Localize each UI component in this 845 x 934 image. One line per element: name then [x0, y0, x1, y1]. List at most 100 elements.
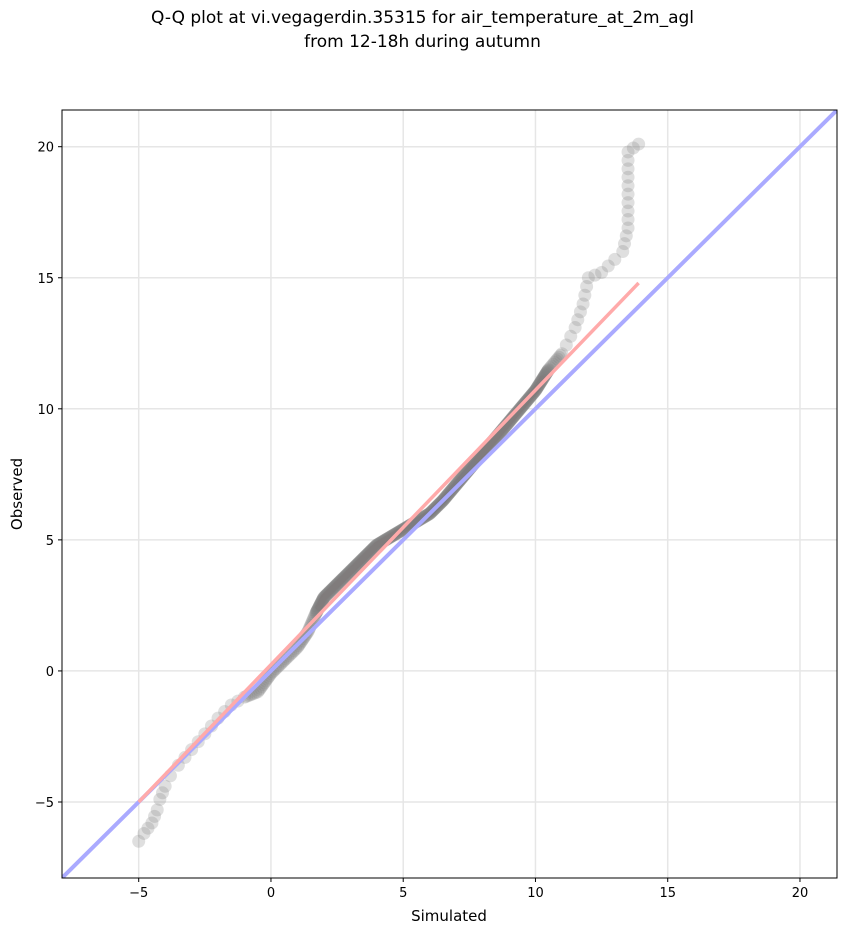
quantile-point	[360, 547, 374, 561]
dense-core-point	[474, 455, 482, 463]
quantile-point	[334, 573, 348, 587]
dense-core-point	[321, 592, 329, 600]
dense-core-point	[341, 573, 349, 581]
quantile-point	[319, 589, 333, 603]
quantile-point	[385, 529, 399, 543]
quantile-point	[334, 574, 348, 588]
quantile-point	[359, 549, 373, 563]
quantile-point	[370, 538, 384, 552]
dense-core-point	[366, 548, 374, 556]
quantile-point	[621, 221, 635, 235]
x-axis-label: Simulated	[411, 907, 487, 925]
axis-ticks: −5 0 5 10 15 20 −5 0 5 10 15 20	[35, 141, 808, 901]
grid	[62, 110, 837, 878]
dense-core-point	[315, 604, 323, 612]
quantile-point	[336, 572, 350, 586]
dense-core-point	[377, 538, 385, 546]
quantile-point	[505, 411, 519, 425]
quantile-point	[333, 575, 347, 589]
quantile-point	[534, 374, 548, 388]
quantile-point	[367, 541, 381, 555]
dense-core-point	[359, 555, 367, 563]
dense-core-point	[476, 453, 484, 461]
quantile-point	[353, 555, 367, 569]
dense-core-point	[322, 591, 330, 599]
quantile-point	[454, 472, 468, 486]
dense-core-point	[370, 544, 378, 552]
y-axis-label: Observed	[8, 458, 26, 530]
dense-core-point	[333, 580, 341, 588]
x-tick-label: 15	[659, 886, 676, 901]
quantile-point	[137, 826, 151, 840]
dense-core-point	[366, 547, 374, 555]
dense-core-point	[336, 578, 344, 586]
dense-core-point	[315, 602, 323, 610]
quantile-point	[619, 229, 633, 243]
quantile-point	[368, 540, 382, 554]
y-tick-label: 15	[37, 272, 54, 287]
quantile-point	[511, 405, 525, 419]
quantile-point	[578, 288, 592, 302]
dense-core-point	[349, 564, 357, 572]
dense-core-point	[320, 593, 328, 601]
quantile-point	[263, 668, 277, 682]
quantile-point	[573, 305, 587, 319]
quantile-point	[319, 588, 333, 602]
quantile-point	[315, 594, 329, 608]
quantile-point	[608, 252, 622, 266]
quantile-point	[351, 557, 365, 571]
dense-core-point	[361, 552, 369, 560]
dense-core-point	[479, 449, 487, 457]
dense-core-point	[344, 570, 352, 578]
dense-core-point	[316, 601, 324, 609]
y-tick-label: 5	[46, 534, 54, 549]
dense-core-point	[345, 569, 353, 577]
quantile-point	[618, 237, 632, 251]
quantile-point	[331, 577, 345, 591]
quantile-point	[158, 779, 172, 793]
quantile-point	[365, 542, 379, 556]
dense-core-point	[379, 537, 387, 545]
quantile-point	[346, 561, 360, 575]
chart-title: Q-Q plot at vi.vegagerdin.35315 for air_…	[0, 6, 845, 54]
dense-core-point	[475, 454, 483, 462]
quantile-point	[346, 562, 360, 576]
quantile-point	[358, 550, 372, 564]
dense-core-point	[315, 603, 323, 611]
data-series	[62, 110, 837, 878]
dense-core-point	[471, 458, 479, 466]
dense-core-point	[483, 444, 491, 452]
dense-core-point	[317, 599, 325, 607]
quantile-point	[340, 568, 354, 582]
dense-core-point	[371, 543, 379, 551]
quantile-point	[383, 530, 397, 544]
dense-core-point	[328, 585, 336, 593]
quantile-point	[621, 170, 635, 184]
quantile-point	[355, 552, 369, 566]
quantile-point	[453, 473, 467, 487]
dense-core-point	[477, 451, 485, 459]
dense-core-point	[357, 557, 365, 565]
quantile-point	[536, 371, 550, 385]
quantile-point	[318, 589, 332, 603]
quantile-point	[326, 581, 340, 595]
quantile-point	[621, 204, 635, 218]
dense-core-point	[473, 456, 481, 464]
dense-core-point	[341, 572, 349, 580]
quantile-point	[322, 586, 336, 600]
y-tick-label: 0	[46, 665, 54, 680]
quantile-point	[362, 546, 376, 560]
dense-core-point	[329, 585, 337, 593]
quantile-point	[345, 562, 359, 576]
dense-core-point	[354, 560, 362, 568]
dense-core-point	[332, 581, 340, 589]
quantile-point	[559, 338, 573, 352]
quantile-point	[357, 551, 371, 565]
dense-core-point	[353, 561, 361, 569]
dense-core-point	[324, 590, 332, 598]
quantile-point	[508, 407, 522, 421]
dense-core-point	[365, 549, 373, 557]
x-tick-label: 10	[527, 886, 544, 901]
quantile-point	[595, 266, 609, 280]
quantile-point	[341, 566, 355, 580]
